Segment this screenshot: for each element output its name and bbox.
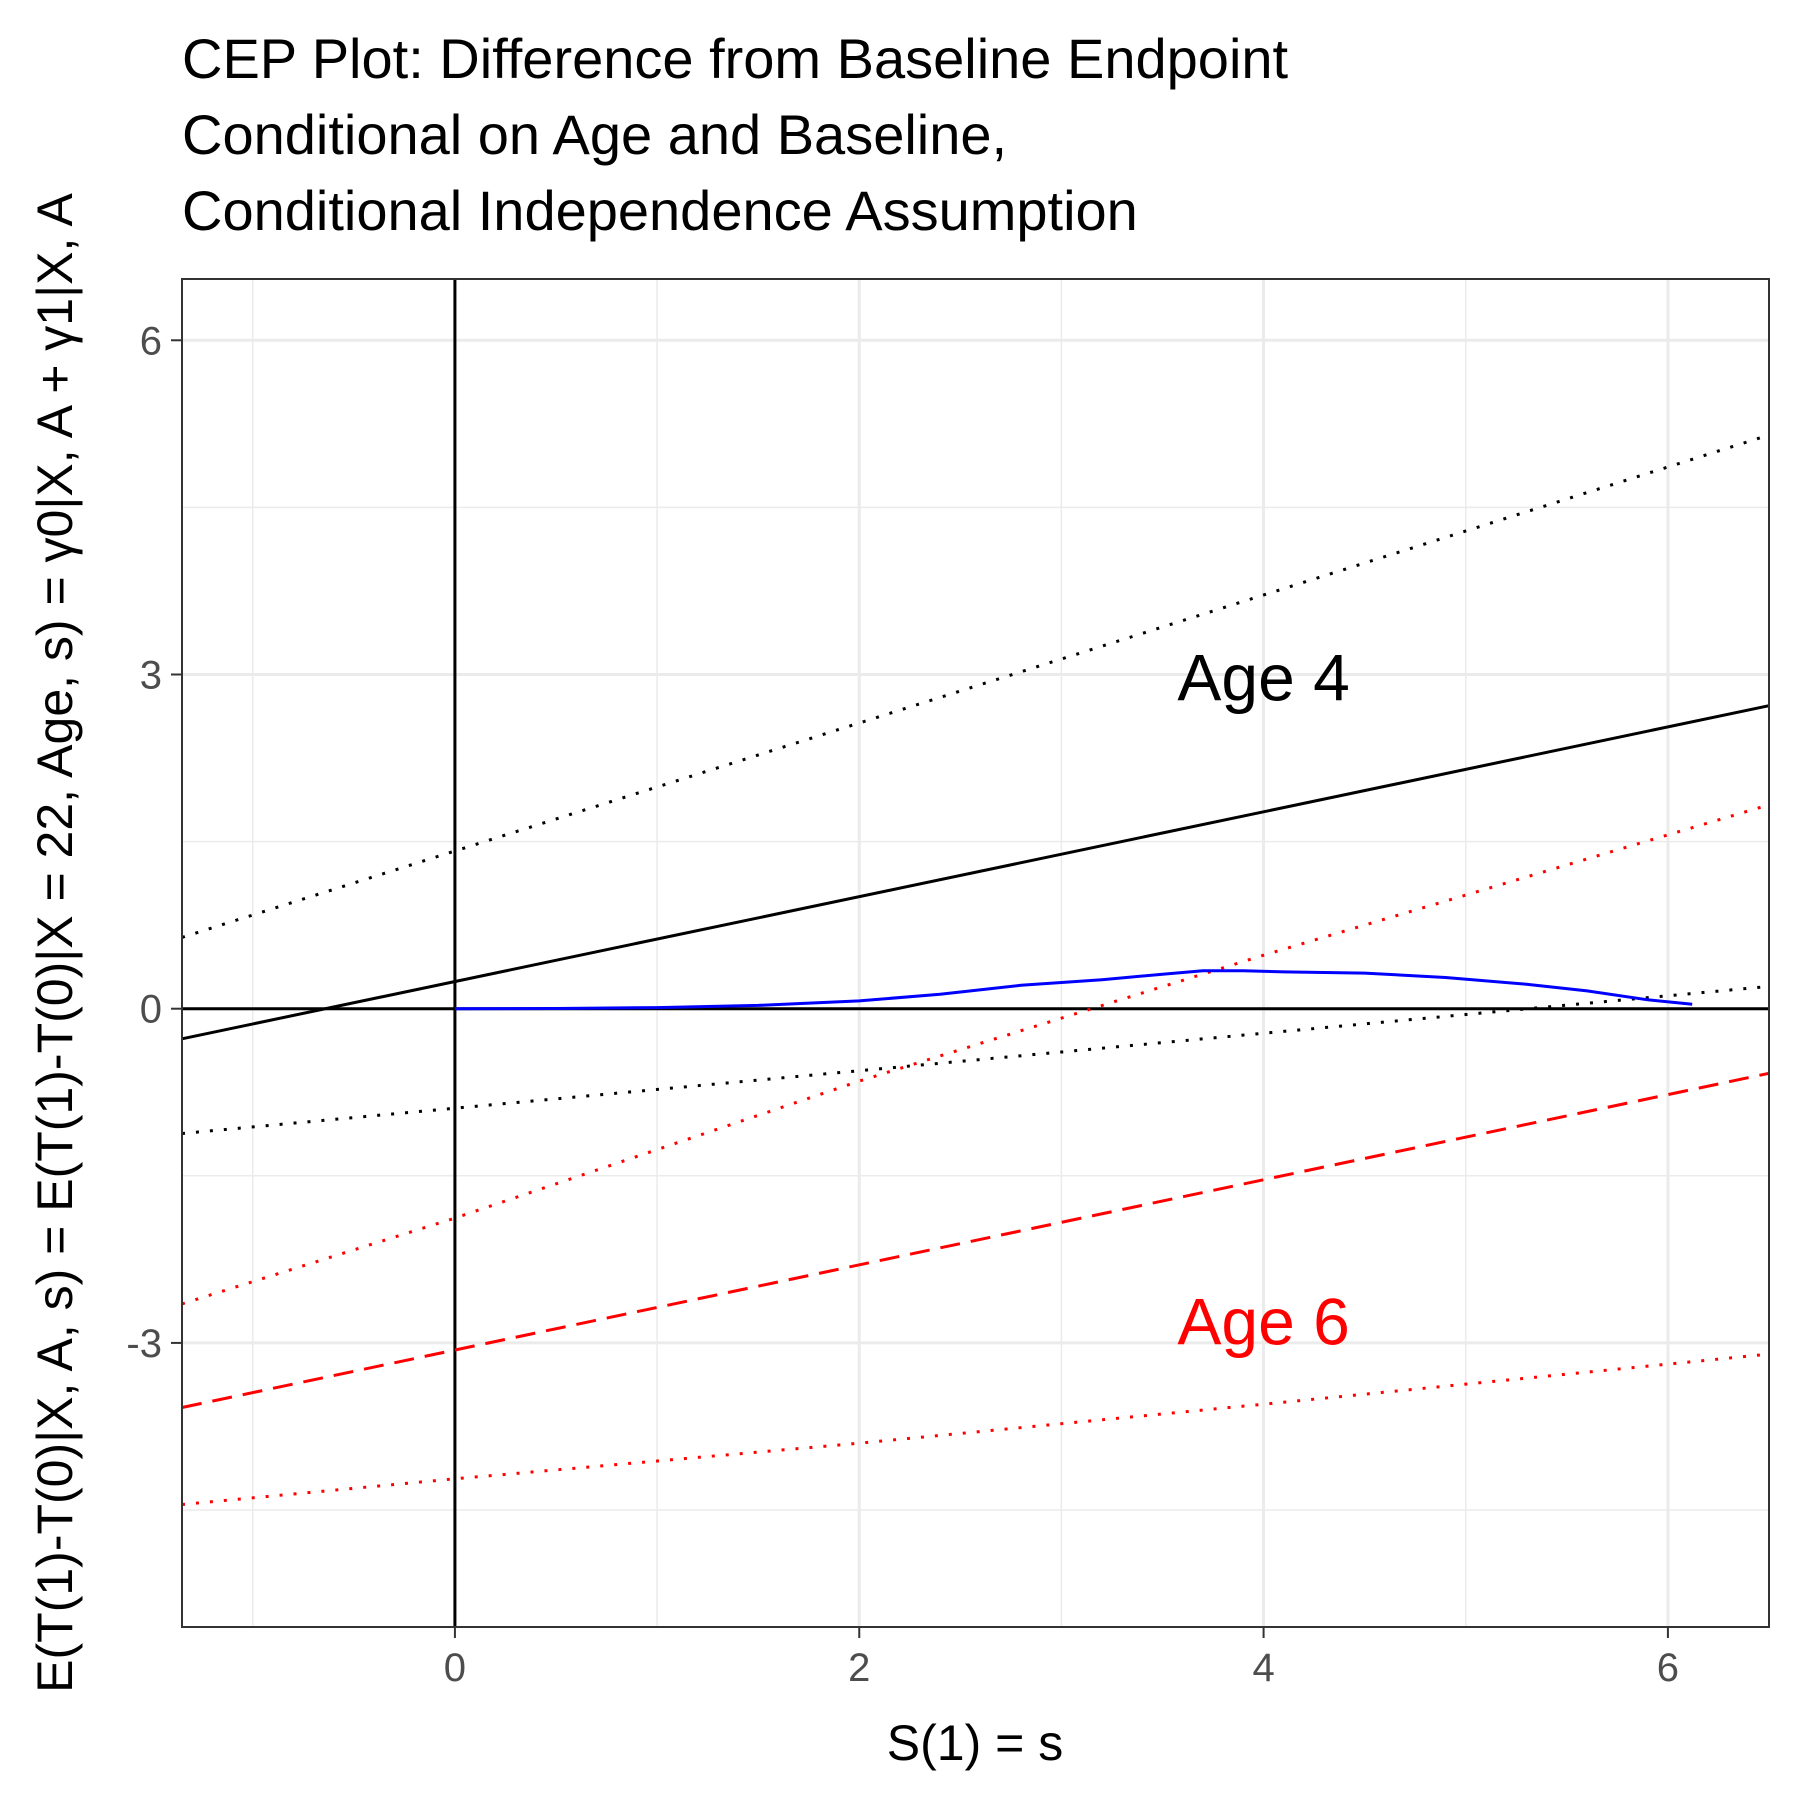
series-line-4	[181, 1071, 1770, 1409]
title-line-3: Conditional Independence Assumption	[182, 179, 1138, 242]
y-axis-ticks: -3 0 3 6	[126, 319, 182, 1366]
annotation-age-4: Age 4	[1177, 641, 1349, 715]
y-tick-label: 0	[140, 988, 162, 1032]
y-tick-label: 6	[140, 319, 162, 363]
x-tick-label: 6	[1657, 1646, 1679, 1690]
x-tick-label: 4	[1252, 1646, 1274, 1690]
reference-lines	[182, 279, 1769, 1627]
title-line-1: CEP Plot: Difference from Baseline Endpo…	[182, 27, 1289, 90]
plot-panel-background	[182, 279, 1769, 1627]
annotation-age-6: Age 6	[1177, 1285, 1349, 1359]
series-line-2	[181, 433, 1770, 939]
series-group	[181, 433, 1770, 1506]
x-tick-label: 2	[848, 1646, 870, 1690]
y-axis-title: E(T(1)-T(0)|X, A, s) = E(T(1)-T(0)|X = 2…	[27, 193, 83, 1693]
plot-panel-border	[181, 278, 1770, 1628]
chart-title: CEP Plot: Difference from Baseline Endpo…	[182, 27, 1289, 242]
title-line-2: Conditional on Age and Baseline,	[182, 103, 1007, 166]
x-axis-ticks: 0 2 4 6	[444, 1627, 1679, 1690]
series-line-6	[181, 1352, 1770, 1506]
x-tick-label: 0	[444, 1646, 466, 1690]
y-tick-label: 3	[140, 653, 162, 697]
grid-minor	[182, 279, 1769, 1627]
series-line-1	[181, 704, 1770, 1041]
series-line-7	[454, 969, 1693, 1011]
x-axis-title: S(1) = s	[887, 1715, 1063, 1771]
y-tick-label: -3	[126, 1322, 162, 1366]
